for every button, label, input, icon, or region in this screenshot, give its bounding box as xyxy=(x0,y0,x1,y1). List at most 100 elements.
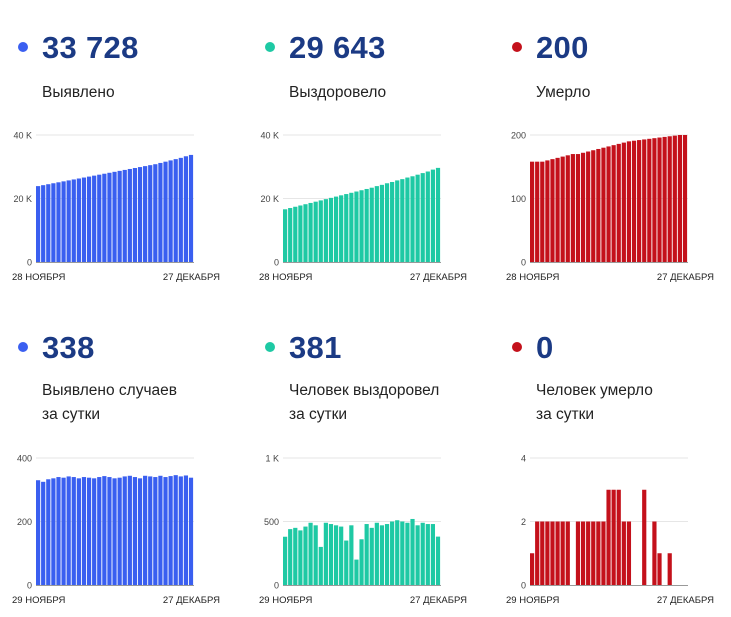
bar xyxy=(395,180,400,262)
y-tick-label: 40 K xyxy=(260,131,279,141)
bar xyxy=(390,521,395,585)
stat-label: Человек выздоровел за сутки xyxy=(289,382,440,423)
bar xyxy=(395,520,400,585)
bar xyxy=(46,479,51,585)
bar xyxy=(621,521,626,585)
chart-daily-recovered: 0 500 1 K 29 НОЯБРЯ 27 ДЕКАБРЯ xyxy=(259,454,467,607)
bar xyxy=(102,173,107,262)
y-tick-label: 0 xyxy=(274,581,279,591)
bar xyxy=(540,521,545,585)
bar xyxy=(92,175,97,262)
bar xyxy=(545,160,550,262)
bar xyxy=(657,137,662,262)
bar xyxy=(642,139,647,262)
bar xyxy=(410,176,415,262)
stat-number: 381 xyxy=(289,330,342,365)
bar xyxy=(369,187,374,262)
bar xyxy=(117,170,122,262)
bar xyxy=(565,155,570,262)
bar xyxy=(359,539,364,585)
bar xyxy=(637,140,642,262)
bar xyxy=(606,489,611,585)
bar xyxy=(318,200,323,262)
bar xyxy=(41,185,46,262)
bar xyxy=(662,136,667,262)
bar xyxy=(66,180,71,262)
bar xyxy=(652,521,657,585)
bar xyxy=(575,521,581,585)
bar xyxy=(616,143,621,262)
bar xyxy=(354,191,359,262)
bar xyxy=(400,521,405,585)
chart-total-deaths: 0 100 200 28 НОЯБРЯ 27 ДЕКАБРЯ xyxy=(506,131,714,284)
bar xyxy=(333,196,339,262)
bar xyxy=(86,477,92,585)
chart-total-cases: 0 20 K 40 K 28 НОЯБРЯ 27 ДЕКАБРЯ xyxy=(12,131,220,284)
bar xyxy=(667,553,672,585)
y-tick-label: 40 K xyxy=(13,131,32,141)
bar xyxy=(379,184,385,262)
bar xyxy=(92,478,97,585)
bar xyxy=(535,521,540,585)
x-end-label: 27 ДЕКАБРЯ xyxy=(410,272,467,283)
bar xyxy=(313,201,318,262)
bar xyxy=(308,522,313,585)
bar xyxy=(188,477,194,585)
bar xyxy=(298,530,303,585)
bar xyxy=(183,156,189,262)
bar xyxy=(122,169,127,262)
bar xyxy=(56,477,61,585)
x-start-label: 28 НОЯБРЯ xyxy=(506,272,559,283)
panel-daily-cases: 338 Выявлено случаев за сутки 0 200 400 29 … xyxy=(0,300,240,606)
y-tick-label: 4 xyxy=(521,454,526,464)
y-tick-label: 2 xyxy=(521,517,526,527)
bar xyxy=(374,186,379,262)
bar xyxy=(143,475,148,585)
bar xyxy=(61,477,66,585)
bar xyxy=(283,209,288,262)
stat-label: Выявлено случаев за сутки xyxy=(42,382,177,423)
y-tick-label: 20 K xyxy=(13,194,32,204)
bar xyxy=(420,522,425,585)
bar xyxy=(66,476,71,585)
bar xyxy=(642,489,647,585)
bar xyxy=(163,477,168,585)
bar xyxy=(323,199,328,262)
bar xyxy=(36,186,41,262)
bar xyxy=(51,183,56,262)
bar xyxy=(81,177,87,262)
bar xyxy=(420,173,425,262)
bar xyxy=(178,157,183,262)
bar xyxy=(647,138,652,262)
bar xyxy=(153,477,158,585)
bar xyxy=(616,489,621,585)
bar xyxy=(143,166,148,262)
chart-total-recovered: 0 20 K 40 K 28 НОЯБРЯ 27 ДЕКАБРЯ xyxy=(259,131,467,284)
bar xyxy=(107,172,112,262)
x-end-label: 27 ДЕКАБРЯ xyxy=(410,595,467,606)
series-dot-icon xyxy=(18,342,28,352)
bar xyxy=(158,162,163,262)
bar xyxy=(56,182,61,262)
bar xyxy=(318,546,323,585)
bar xyxy=(293,527,298,585)
x-start-label: 28 НОЯБРЯ xyxy=(259,272,312,283)
bar xyxy=(601,521,606,585)
bar xyxy=(586,151,591,262)
bar xyxy=(71,179,76,262)
y-tick-label: 0 xyxy=(521,258,526,268)
bar xyxy=(555,521,560,585)
bar xyxy=(631,140,637,262)
bar xyxy=(168,476,173,585)
y-tick-label: 500 xyxy=(264,517,279,527)
series-dot-icon xyxy=(512,42,522,52)
bar xyxy=(611,489,616,585)
bar xyxy=(580,521,586,585)
bar xyxy=(560,521,565,585)
bar xyxy=(657,553,662,585)
bar xyxy=(328,197,334,262)
bar xyxy=(112,171,117,262)
bar xyxy=(158,475,163,585)
chart-daily-cases: 0 200 400 29 НОЯБРЯ 27 ДЕКАБРЯ xyxy=(12,454,220,607)
bar xyxy=(415,174,420,262)
